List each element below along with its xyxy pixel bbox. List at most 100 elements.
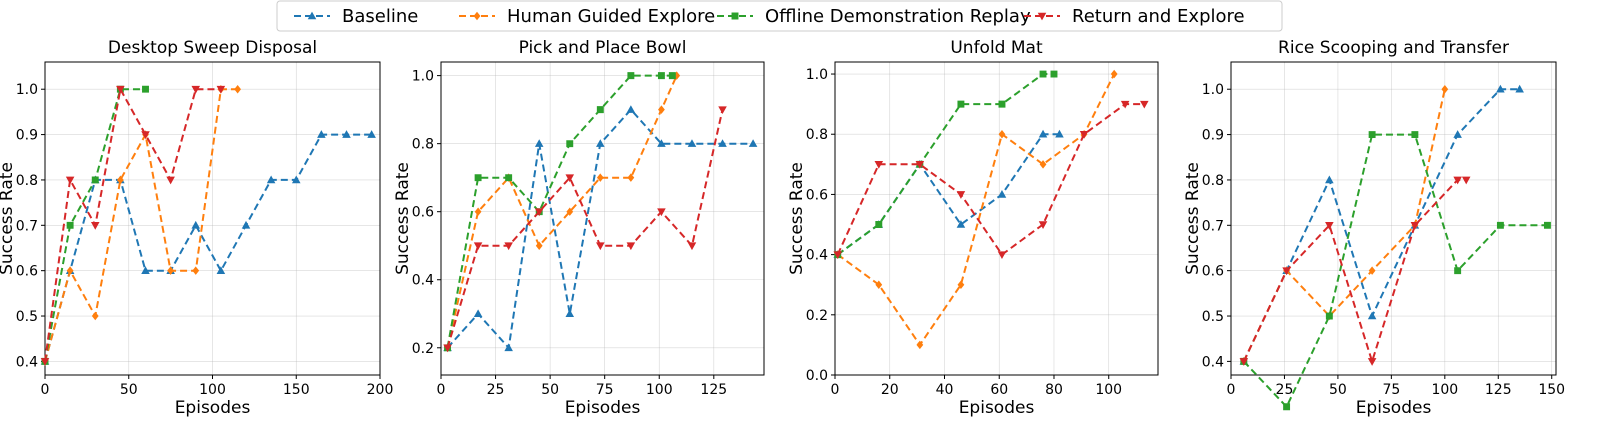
data-point xyxy=(40,358,50,366)
data-point xyxy=(91,311,99,321)
x-tick-label: 0 xyxy=(831,382,840,398)
data-point xyxy=(443,344,452,353)
data-point xyxy=(342,130,351,138)
data-point xyxy=(1325,175,1334,184)
data-point xyxy=(534,139,544,147)
data-point xyxy=(1367,358,1377,366)
series-return-and-explore xyxy=(1239,176,1471,366)
data-point xyxy=(957,280,965,289)
data-point xyxy=(504,343,513,352)
data-point xyxy=(1496,84,1505,93)
data-point xyxy=(474,207,482,216)
y-tick-label: 1.0 xyxy=(806,67,828,83)
data-point xyxy=(1461,176,1471,185)
data-point xyxy=(1050,70,1058,78)
data-point xyxy=(192,266,200,275)
data-point xyxy=(668,72,676,80)
data-point xyxy=(718,106,727,115)
y-axis-label: Success Rate xyxy=(787,162,807,275)
data-point xyxy=(957,100,965,108)
legend-marker xyxy=(473,11,481,21)
data-point xyxy=(687,242,697,251)
y-tick-label: 0.6 xyxy=(806,187,828,203)
data-point xyxy=(833,251,843,260)
chart-desktop-sweep-disposal: 0 50 100 150 200 0.4 0.5 0.6 0.7 0.8 0.9 1.0 Desktop… xyxy=(0,38,393,418)
series-human-guided-explore xyxy=(834,69,1118,350)
x-tick-label: 25 xyxy=(487,382,505,398)
data-point xyxy=(234,84,242,94)
y-tick-label: 1.0 xyxy=(412,69,434,85)
series-line xyxy=(446,75,678,349)
x-axis-label: Episodes xyxy=(175,398,251,418)
data-point xyxy=(1110,69,1118,79)
data-point xyxy=(657,208,666,217)
series-baseline xyxy=(443,105,758,352)
y-tick-label: 0.9 xyxy=(1202,128,1224,144)
grid xyxy=(1230,62,1556,375)
plot-frame xyxy=(440,61,765,376)
series-line xyxy=(837,73,1054,256)
series-baseline xyxy=(1239,84,1524,365)
legend-entry-baseline: Baseline xyxy=(294,6,418,27)
data-point xyxy=(1454,267,1462,275)
data-point xyxy=(65,176,75,185)
legend: Baseline Human Guided Explore Offline Demo… xyxy=(276,0,1283,32)
data-point xyxy=(1325,312,1333,320)
data-point xyxy=(566,207,574,216)
data-point xyxy=(166,176,175,185)
x-tick-label: 0 xyxy=(1227,382,1236,398)
data-point xyxy=(657,139,666,147)
data-point xyxy=(66,266,74,275)
y-tick-label: 0.7 xyxy=(1202,218,1224,234)
data-point xyxy=(596,173,604,182)
y-tick-label: 1.0 xyxy=(1202,82,1224,98)
data-point xyxy=(626,242,636,251)
y-tick-label: 0.9 xyxy=(16,128,38,144)
data-point xyxy=(216,85,226,94)
x-axis-label: Episodes xyxy=(1356,398,1432,418)
series-line xyxy=(1242,88,1520,362)
data-point xyxy=(167,266,175,275)
data-point xyxy=(90,222,100,230)
charts: 0 50 100 150 2000.40.50.60.70.80.91.0Desktop… xyxy=(0,38,1565,418)
data-point xyxy=(1239,358,1249,366)
data-point xyxy=(627,173,635,182)
plot-frame xyxy=(1230,61,1557,376)
chart-title: Unfold Mat xyxy=(950,38,1043,58)
x-tick-label: 80 xyxy=(1045,382,1063,398)
y-axis-label: Success Rate xyxy=(1183,162,1203,275)
x-tick-label: 100 xyxy=(199,382,226,398)
y-tick-label: 0.6 xyxy=(16,264,38,280)
data-point xyxy=(1410,222,1420,230)
data-point xyxy=(367,130,376,138)
y-axis-label: Success Rate xyxy=(0,162,17,275)
data-point xyxy=(1140,100,1149,109)
x-tick-label: 125 xyxy=(1485,382,1512,398)
data-point xyxy=(1453,176,1462,185)
y-tick-label: 0.8 xyxy=(16,173,38,189)
x-tick-label: 125 xyxy=(700,382,727,398)
series-return-and-explore xyxy=(40,85,226,366)
data-point xyxy=(596,106,604,114)
y-tick-label: 0.6 xyxy=(1202,264,1224,280)
y-tick-label: 0.2 xyxy=(412,341,434,357)
data-point xyxy=(1368,131,1376,139)
legend-label: Offline Demonstration Replay xyxy=(765,6,1031,27)
data-point xyxy=(474,174,482,182)
data-point xyxy=(1120,100,1130,109)
x-axis-label: Episodes xyxy=(959,398,1035,418)
x-tick-label: 100 xyxy=(646,382,673,398)
data-point xyxy=(657,72,665,80)
series-return-and-explore xyxy=(833,100,1149,260)
data-point xyxy=(997,189,1007,198)
data-point xyxy=(915,161,925,169)
series-line xyxy=(837,73,1116,347)
data-point xyxy=(596,139,605,147)
data-point xyxy=(141,266,150,274)
x-tick-label: 100 xyxy=(1095,382,1122,398)
data-point xyxy=(1079,130,1089,139)
legend-frame xyxy=(276,0,1283,32)
plot-frame xyxy=(834,61,1159,376)
data-point xyxy=(505,174,513,182)
x-tick-label: 25 xyxy=(1276,382,1294,398)
